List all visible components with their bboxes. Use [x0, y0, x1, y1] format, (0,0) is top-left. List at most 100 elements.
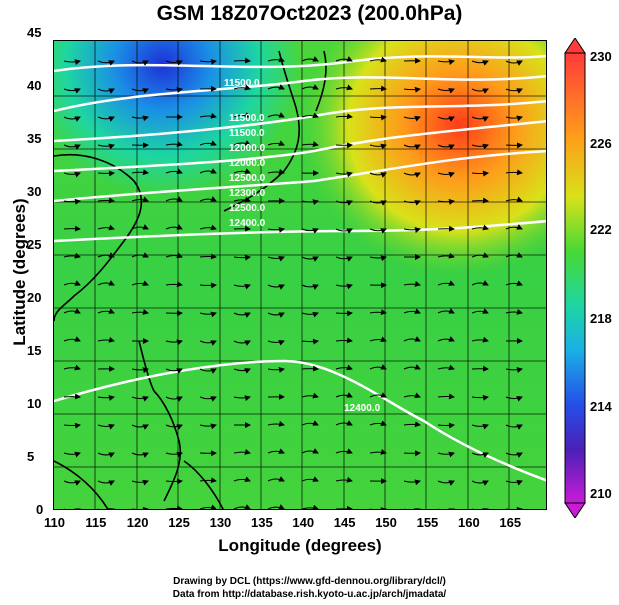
wind-streamline	[471, 116, 489, 122]
wind-streamline	[369, 420, 387, 426]
contour-label: 12000.0	[229, 158, 266, 169]
wind-streamline	[437, 451, 455, 458]
wind-streamline	[403, 392, 421, 399]
wind-streamline	[132, 506, 149, 509]
wind-streamline	[335, 448, 353, 454]
wind-streamline	[131, 169, 149, 176]
wind-streamline	[471, 336, 489, 343]
wind-streamline	[63, 252, 81, 259]
wind-streamline	[505, 224, 523, 230]
wind-streamline	[437, 116, 455, 122]
wind-streamline	[63, 480, 81, 486]
wind-streamline	[199, 423, 217, 430]
y-tick-label: 40	[27, 78, 42, 93]
wind-streamline	[199, 340, 217, 346]
wind-streamline	[437, 171, 455, 178]
wind-streamline	[233, 112, 251, 118]
wind-streamlines	[63, 56, 523, 509]
wind-streamline	[233, 476, 251, 482]
wind-streamline	[369, 200, 387, 206]
wind-streamline	[301, 311, 319, 318]
wind-streamline	[505, 196, 523, 203]
wind-streamline	[369, 364, 387, 370]
wind-streamline	[97, 224, 115, 231]
wind-streamline	[233, 504, 251, 509]
y-tick-label: 30	[27, 184, 42, 199]
wind-streamline	[267, 366, 285, 373]
wind-streamline	[438, 508, 455, 509]
wind-streamline	[403, 115, 421, 122]
wind-streamline	[301, 284, 319, 290]
wind-streamline	[505, 367, 523, 373]
wind-streamline	[63, 171, 81, 178]
wind-streamline	[437, 59, 455, 65]
wind-streamline	[165, 87, 183, 94]
wind-streamline	[301, 112, 319, 118]
wind-streamline	[369, 143, 387, 150]
wind-streamline	[165, 196, 183, 202]
wind-streamline	[63, 198, 81, 205]
wind-streamline	[335, 171, 353, 178]
wind-streamline	[505, 308, 523, 315]
wind-streamline	[370, 507, 387, 509]
wind-streamline	[403, 227, 421, 234]
wind-streamline	[369, 255, 387, 262]
x-tick-label: 125	[168, 515, 190, 530]
wind-streamline	[403, 172, 421, 178]
wind-streamline	[437, 364, 455, 371]
wind-streamline	[471, 170, 489, 177]
wind-streamline	[301, 199, 319, 206]
y-axis-label: Latitude (degrees)	[10, 198, 29, 346]
wind-streamline	[97, 88, 115, 94]
x-tick-label: 130	[209, 515, 232, 530]
x-tick-label: 115	[85, 515, 107, 530]
wind-streamline	[97, 60, 115, 66]
wind-streamline	[131, 424, 149, 430]
wind-streamline	[437, 198, 455, 205]
wind-streamline	[98, 508, 115, 509]
wind-streamline	[505, 479, 523, 486]
wind-streamline	[301, 392, 319, 399]
wind-streamline	[97, 423, 115, 430]
contour-label: 11500.0	[224, 78, 260, 89]
wind-streamline	[505, 452, 523, 458]
wind-streamline	[233, 395, 251, 402]
wind-streamline	[131, 396, 149, 402]
wind-streamline	[403, 421, 421, 428]
wind-streamline	[369, 392, 387, 398]
wind-streamline	[471, 423, 489, 430]
wind-streamline	[165, 60, 183, 66]
wind-streamline	[301, 504, 319, 509]
wind-streamline	[369, 309, 387, 316]
x-tick-label: 155	[416, 515, 439, 530]
wind-streamline	[403, 280, 421, 287]
wind-streamline	[267, 476, 285, 482]
wind-streamline	[335, 337, 353, 344]
wind-streamline	[403, 86, 421, 93]
credit-line-2: Data from http://database.rish.kyoto-u.a…	[172, 589, 447, 600]
x-axis-label: Longitude (degrees)	[218, 536, 382, 555]
wind-streamline	[471, 452, 489, 458]
contour-label: 11500.0	[229, 128, 265, 139]
wind-streamline	[131, 280, 149, 286]
wind-streamline	[63, 88, 81, 94]
wind-streamline	[63, 280, 81, 286]
wind-streamline	[335, 228, 353, 234]
wind-streamline	[471, 143, 489, 150]
wind-streamline	[97, 252, 115, 258]
contour-label: 12300.0	[229, 188, 266, 199]
wind-streamline	[233, 84, 251, 91]
wind-streamline	[403, 364, 421, 370]
wind-streamline	[63, 308, 81, 314]
wind-streamline	[267, 312, 285, 318]
wind-streamline	[131, 309, 149, 315]
wind-streamline	[165, 368, 183, 374]
wind-streamline	[233, 449, 251, 455]
wind-streamline	[471, 480, 489, 486]
wind-streamline	[335, 420, 353, 426]
y-tick-label: 0	[36, 502, 44, 517]
y-tick-label: 15	[27, 343, 42, 358]
wind-streamline	[97, 394, 115, 401]
wind-streamline	[403, 308, 421, 314]
wind-streamline	[335, 256, 353, 262]
